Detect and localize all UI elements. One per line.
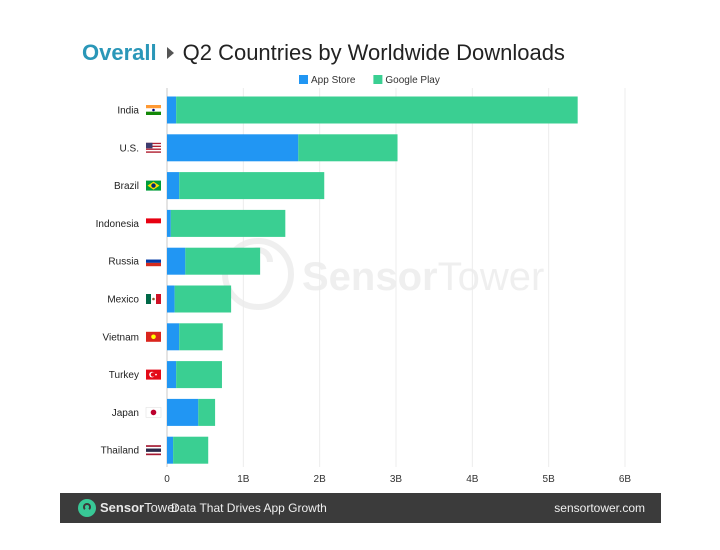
legend-label: Google Play: [385, 75, 439, 86]
legend-swatch: [299, 75, 308, 84]
vietnam-flag-icon: [146, 331, 161, 342]
x-tick-label: 5B: [543, 474, 556, 485]
category-label: Thailand: [101, 446, 139, 457]
watermark-text-b: Tower: [438, 255, 545, 299]
bar-segment: [185, 247, 261, 275]
indonesia-flag-icon: [146, 218, 161, 229]
bar-segment: [167, 398, 199, 426]
category-label: Brazil: [114, 181, 139, 192]
watermark-text: SensorTower: [302, 255, 544, 299]
sensortower-watermark: SensorTower: [222, 238, 544, 310]
bar-segment: [167, 172, 180, 200]
legend-swatch: [373, 75, 383, 84]
footer-brand-a: Sensor: [100, 500, 145, 515]
brazil-flag-icon: [146, 180, 161, 191]
thailand-flag-icon: [146, 445, 161, 456]
caret-right-icon: [166, 47, 174, 59]
chart-legend: App Store Google Play: [299, 75, 440, 86]
bar-segment: [167, 285, 175, 313]
country-flags: [145, 105, 162, 456]
bar-segment: [170, 209, 286, 237]
mexico-flag-icon: [146, 294, 161, 304]
category-label: U.S.: [120, 143, 139, 154]
bar-segment: [167, 247, 186, 275]
x-axis-ticks: 0 1B 2B 3B 4B 5B 6B: [164, 474, 631, 485]
category-label: Japan: [112, 408, 139, 419]
bar-segment: [176, 361, 222, 389]
chart-title: Overall Q2 Countries by Worldwide Downlo…: [82, 36, 565, 70]
bar-segment: [167, 323, 180, 351]
bar-segment: [176, 96, 578, 124]
india-flag-icon: [146, 105, 161, 115]
x-tick-label: 1B: [237, 474, 250, 485]
bar-segment: [179, 172, 325, 200]
bar-segment: [198, 398, 216, 426]
downloads-bar-chart: SensorTower App Store Google Play India U.…: [96, 75, 631, 485]
footer-brand: SensorTower: [100, 500, 179, 515]
bar-segment: [167, 436, 174, 464]
category-labels: India U.S. Brazil Indonesia Russia Mexico Viet…: [96, 106, 140, 457]
bar-segment: [298, 134, 398, 162]
footer-brand-b: Tower: [144, 500, 179, 515]
footer-tagline: Data That Drives App Growth: [171, 501, 327, 515]
sensortower-logo-icon: [78, 499, 96, 517]
japan-flag-icon: [145, 407, 162, 418]
us-flag-icon: [146, 142, 161, 153]
x-tick-label: 4B: [466, 474, 479, 485]
category-label: Russia: [108, 257, 139, 268]
category-label: Mexico: [107, 295, 139, 306]
title-subtitle: Q2 Countries by Worldwide Downloads: [182, 40, 565, 65]
x-tick-label: 6B: [619, 474, 632, 485]
title-overall: Overall: [82, 40, 157, 65]
turkey-flag-icon: [146, 369, 161, 380]
bars: [167, 96, 578, 464]
x-tick-label: 2B: [314, 474, 327, 485]
legend-label: App Store: [311, 75, 356, 86]
russia-flag-icon: [146, 256, 161, 267]
footer-website-link[interactable]: sensortower.com: [554, 501, 645, 515]
bar-segment: [173, 436, 209, 464]
bar-segment: [167, 96, 177, 124]
watermark-text-a: Sensor: [302, 255, 438, 299]
category-label: Vietnam: [102, 332, 139, 343]
bar-segment: [167, 134, 299, 162]
category-label: India: [117, 106, 139, 117]
category-label: Indonesia: [96, 219, 140, 230]
x-tick-label: 3B: [390, 474, 403, 485]
bar-segment: [174, 285, 232, 313]
x-tick-label: 0: [164, 474, 170, 485]
bar-segment: [167, 361, 177, 389]
bar-segment: [167, 209, 171, 237]
bar-segment: [179, 323, 223, 351]
footer-bar: SensorTower Data That Drives App Growth …: [60, 493, 661, 523]
category-label: Turkey: [109, 370, 139, 381]
